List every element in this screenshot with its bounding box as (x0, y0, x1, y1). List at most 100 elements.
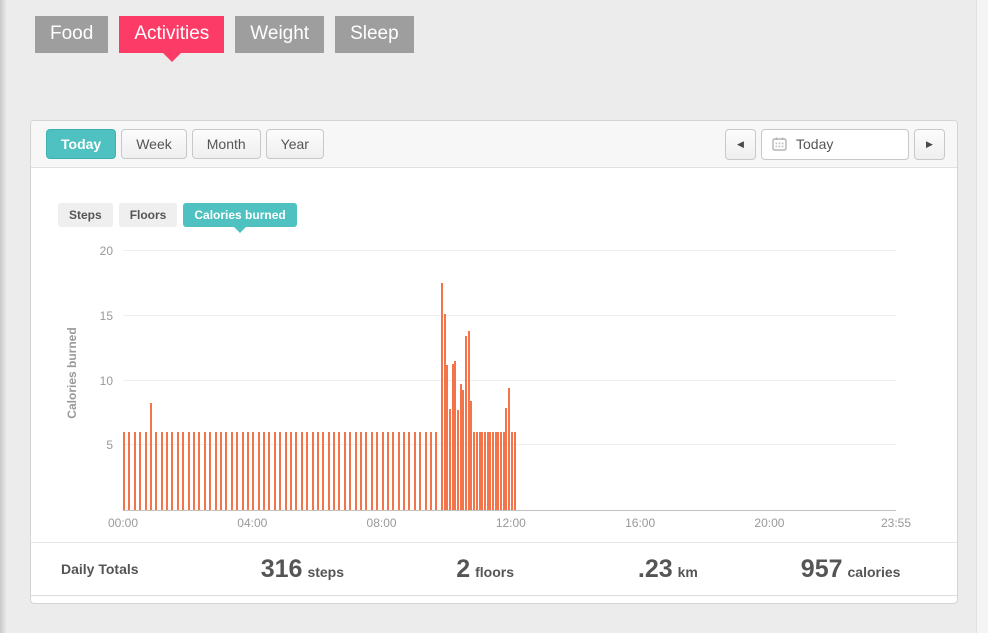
chart-bar (370, 432, 373, 510)
stat-steps-value: 316 (260, 554, 303, 583)
nav-tab-food[interactable]: Food (35, 16, 109, 53)
chart-bar (448, 409, 451, 510)
chart-bar (462, 389, 465, 510)
chart-bar (225, 432, 228, 510)
chart-bar (333, 432, 336, 510)
chart-bar (454, 361, 457, 510)
stat-distance-value: .23 (637, 554, 673, 583)
y-tick-label: 5 (106, 438, 113, 453)
chart-bar (475, 432, 478, 510)
chart-bar (279, 432, 282, 510)
chart-bar (505, 407, 508, 510)
chart-bar (160, 432, 163, 510)
chart-bar (430, 432, 433, 510)
daily-totals-row: Daily Totals 316 steps 2 floors .23 km 957 c… (31, 542, 957, 596)
chart-bar (252, 432, 255, 510)
nav-tab-sleep[interactable]: Sleep (335, 16, 414, 53)
chart-bar (246, 432, 249, 510)
gridline-y-10 (123, 379, 896, 381)
previous-day-button[interactable]: ◀ (725, 128, 756, 160)
chart-bar (273, 432, 276, 510)
chart-bar (456, 410, 459, 510)
chart-bar (236, 432, 239, 510)
chart-bar (155, 432, 158, 510)
chart-tab-floors[interactable]: Floors (118, 203, 178, 227)
x-tick-label: 20:00 (754, 516, 785, 530)
chart-bar (123, 432, 125, 510)
page-scrollbar[interactable] (976, 0, 988, 633)
chart-bar (327, 432, 330, 510)
stat-steps: 316 steps (211, 555, 394, 584)
chart-bar (408, 432, 411, 510)
chart-bar (494, 432, 497, 510)
chart-bar (263, 432, 266, 510)
nav-tab-weight[interactable]: Weight (235, 16, 325, 53)
range-button-year[interactable]: Year (265, 129, 324, 159)
chart-bar (486, 432, 489, 510)
range-button-today[interactable]: Today (46, 129, 117, 159)
chart-bar (478, 432, 481, 510)
chart-bar (268, 432, 271, 510)
chart-bar (470, 401, 473, 510)
date-picker-value: Today (796, 136, 834, 152)
chart-tab-label: Calories burned (194, 208, 286, 222)
chart-bar (289, 432, 292, 510)
chart-bar (443, 314, 446, 510)
gridline-y-20 (123, 250, 896, 251)
chart-bar (338, 432, 341, 510)
chart-bar (435, 432, 438, 510)
window-edge (0, 0, 7, 633)
stat-floors: 2 floors (394, 555, 577, 584)
chart-bar (311, 432, 314, 510)
range-selector: Today Week Month Year (46, 129, 324, 159)
date-picker-field[interactable]: Today (761, 128, 909, 160)
chart-bar (473, 432, 476, 510)
chart-bar (354, 432, 357, 510)
chart-bar (467, 331, 470, 510)
panel-header: Today Week Month Year ◀ Today ▶ (31, 121, 957, 168)
chart-bar (365, 432, 368, 510)
range-button-month[interactable]: Month (191, 129, 261, 159)
chart-bar (502, 432, 505, 510)
stat-steps-unit: steps (307, 563, 345, 580)
chart-bar (209, 432, 212, 510)
chart-bar (241, 432, 244, 510)
x-tick-label: 12:00 (495, 516, 526, 530)
chart-tab-calories-burned[interactable]: Calories burned (183, 203, 297, 233)
chart-bar (376, 432, 379, 510)
chart-bar (419, 432, 422, 510)
chart-bar (413, 432, 416, 510)
x-tick-label: 23:55 (880, 516, 912, 530)
chart-bar (500, 432, 503, 510)
date-navigation: ◀ Today ▶ (725, 128, 945, 160)
chart-bar (166, 432, 169, 510)
chart-bar (459, 384, 462, 510)
stat-floors-value: 2 (456, 554, 471, 583)
nav-tab-activities[interactable]: Activities (119, 16, 225, 62)
chart-tab-steps[interactable]: Steps (58, 203, 113, 227)
chart-metric-tabs: Steps Floors Calories burned (58, 203, 297, 233)
stat-floors-unit: floors (475, 563, 515, 580)
chart-bar (257, 432, 260, 510)
chart-bar (306, 432, 309, 510)
y-tick-label: 15 (99, 308, 113, 323)
chart-bar (284, 432, 287, 510)
y-tick-label: 20 (99, 244, 113, 258)
chart-bar (144, 432, 147, 510)
chart-bar (510, 432, 513, 510)
range-button-week[interactable]: Week (121, 129, 187, 159)
chart-bar (424, 432, 427, 510)
chart-bar (451, 363, 454, 510)
chart-bar (139, 432, 142, 510)
chart-bar (360, 432, 363, 510)
chart-bar (214, 432, 217, 510)
chart-bar (128, 432, 131, 510)
next-day-button[interactable]: ▶ (914, 128, 945, 160)
stat-distance-unit: km (677, 563, 698, 580)
chart-bar (230, 432, 233, 510)
chart-bar (203, 432, 206, 510)
chart-bar (322, 432, 325, 510)
chart-bar (171, 432, 174, 510)
x-tick-label: 00:00 (107, 516, 139, 530)
chart-bar (149, 402, 152, 510)
